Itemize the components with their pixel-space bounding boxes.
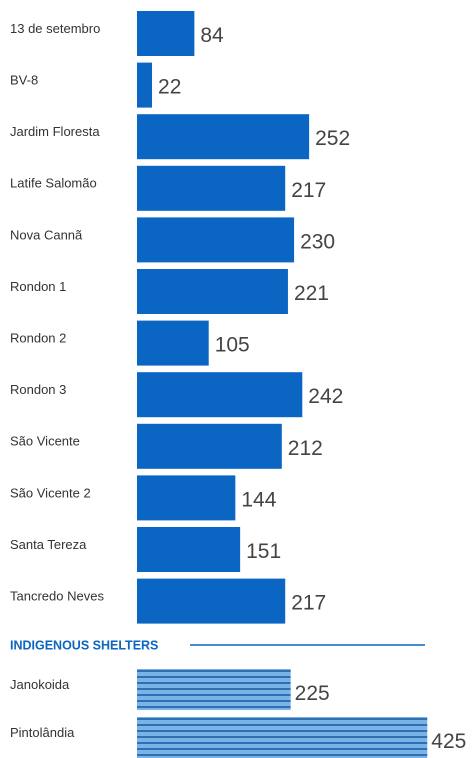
bar <box>137 320 209 366</box>
category-label: BV-8 <box>10 73 38 88</box>
bar <box>137 217 295 263</box>
value-label: 225 <box>295 682 330 705</box>
value-label: 217 <box>291 592 326 615</box>
value-label: 22 <box>158 76 181 99</box>
category-label: Latife Salomão <box>10 176 97 191</box>
bar <box>137 669 291 710</box>
value-label: 242 <box>308 385 343 408</box>
bar <box>137 269 288 314</box>
value-label: 84 <box>200 24 224 47</box>
category-label: Tancredo Neves <box>10 589 104 604</box>
category-label: Pintolândia <box>10 725 75 740</box>
category-label: Santa Tereza <box>10 537 87 552</box>
value-label: 252 <box>315 127 350 150</box>
value-label: 217 <box>291 179 326 202</box>
value-label: 221 <box>294 282 329 305</box>
bar <box>137 423 282 469</box>
category-label: Rondon 1 <box>10 279 66 294</box>
bar <box>137 62 153 108</box>
value-label: 151 <box>246 540 281 563</box>
bar <box>137 475 236 521</box>
bar <box>137 11 195 56</box>
bar <box>137 114 310 160</box>
value-label: 105 <box>215 334 250 357</box>
bar <box>137 165 286 211</box>
section-label: INDIGENOUS SHELTERS <box>10 638 158 652</box>
category-label: Jardim Floresta <box>10 124 100 139</box>
category-label: São Vicente <box>10 434 80 449</box>
bar <box>137 717 428 758</box>
category-label: Nova Cannã <box>10 227 83 242</box>
category-label: Rondon 3 <box>10 382 66 397</box>
bar <box>137 527 241 572</box>
category-label: Rondon 2 <box>10 331 66 346</box>
category-label: 13 de setembro <box>10 21 100 36</box>
value-label: 425 <box>431 730 466 753</box>
bar <box>137 578 286 624</box>
value-label: 144 <box>241 488 276 511</box>
value-label: 230 <box>300 230 335 253</box>
category-label: São Vicente 2 <box>10 485 91 500</box>
category-label: Janokoida <box>10 677 70 692</box>
value-label: 212 <box>288 437 323 460</box>
bar <box>137 372 303 418</box>
